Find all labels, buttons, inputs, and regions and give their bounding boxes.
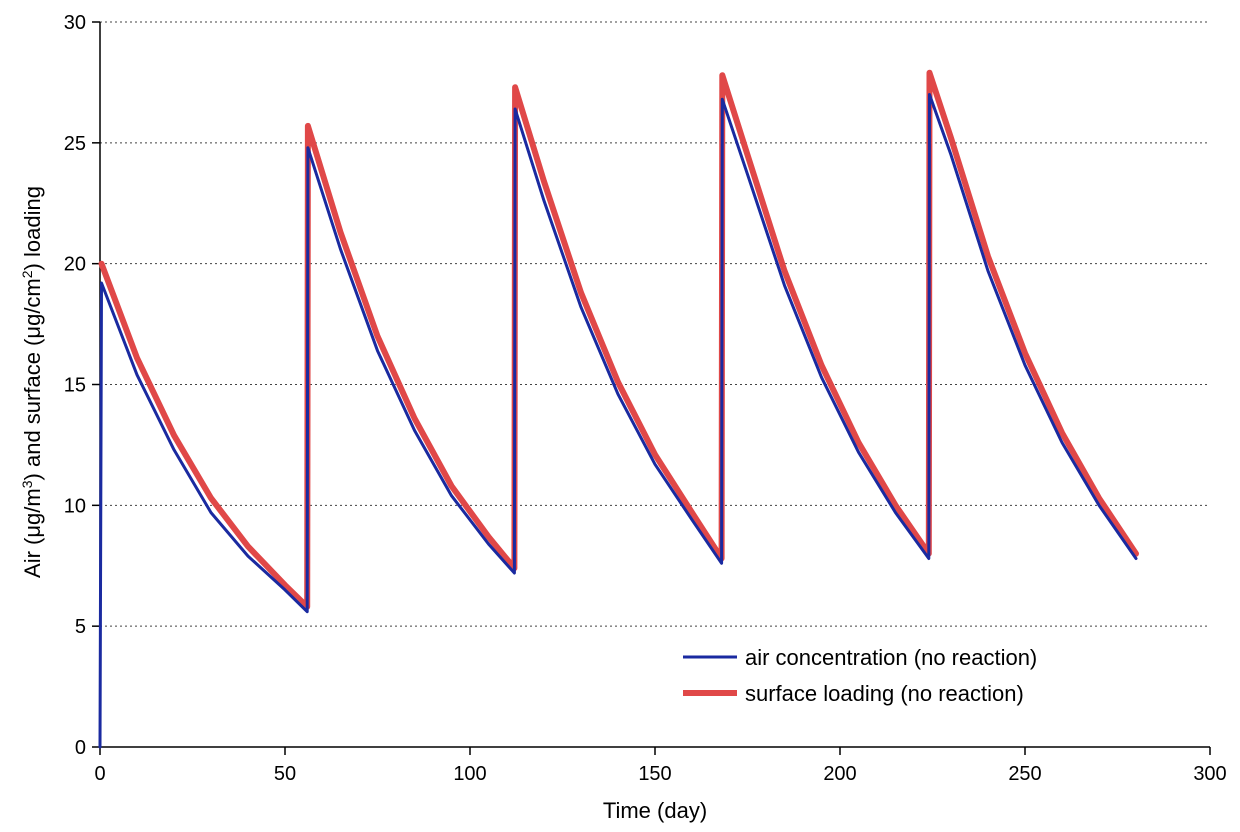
x-axis-label: Time (day): [603, 798, 707, 823]
y-tick-label-20: 20: [64, 254, 86, 276]
x-tick-label-50: 50: [274, 763, 296, 785]
y-tick-label-0: 0: [75, 737, 86, 759]
series-line-air-concentration: [98, 93, 1138, 749]
x-axis-ticks: 0 50 100 150 200 250 300: [94, 747, 1227, 785]
x-tick-label-150: 150: [638, 763, 671, 785]
legend: air concentration (no reaction) surface …: [683, 645, 1037, 706]
legend-label-air-concentration: air concentration (no reaction): [745, 645, 1037, 670]
y-axis-ticks: 0 5 10 15 20 25 30: [64, 12, 100, 759]
y-tick-label-25: 25: [64, 133, 86, 155]
x-tick-label-100: 100: [453, 763, 486, 785]
grid-lines: [100, 21, 1210, 627]
series-line-surface-loading: [98, 69, 1139, 610]
x-tick-label-300: 300: [1193, 763, 1226, 785]
y-tick-label-5: 5: [75, 616, 86, 638]
y-tick-label-10: 10: [64, 495, 86, 517]
y-axis-label: Air (μg/m3) and surface (μg/cm2) loading: [19, 186, 45, 578]
series-lines: [98, 69, 1139, 749]
legend-label-surface-loading: surface loading (no reaction): [745, 681, 1024, 706]
y-tick-label-30: 30: [64, 12, 86, 34]
x-tick-label-250: 250: [1008, 763, 1041, 785]
y-tick-label-15: 15: [64, 375, 86, 397]
x-tick-label-0: 0: [94, 763, 105, 785]
x-tick-label-200: 200: [823, 763, 856, 785]
